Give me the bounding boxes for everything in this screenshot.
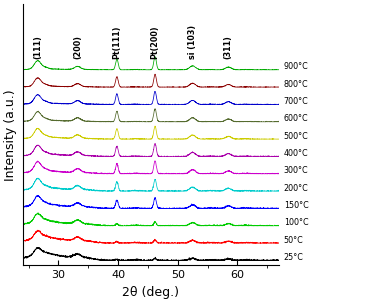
Text: 500°C: 500°C: [284, 132, 309, 141]
Text: 25°C: 25°C: [284, 253, 304, 262]
Text: 400°C: 400°C: [284, 149, 309, 158]
X-axis label: 2θ (deg.): 2θ (deg.): [122, 286, 180, 299]
Text: Pt(111): Pt(111): [113, 25, 122, 59]
Text: 700°C: 700°C: [284, 97, 309, 106]
Text: (311): (311): [224, 35, 233, 59]
Text: 600°C: 600°C: [284, 114, 309, 123]
Text: (111): (111): [33, 35, 42, 59]
Text: Pt(200): Pt(200): [151, 25, 160, 59]
Y-axis label: Intensity (a.u.): Intensity (a.u.): [4, 89, 17, 181]
Text: (200): (200): [73, 35, 82, 59]
Text: 200°C: 200°C: [284, 184, 309, 192]
Text: 100°C: 100°C: [284, 218, 309, 227]
Text: 300°C: 300°C: [284, 166, 309, 175]
Text: 50°C: 50°C: [284, 235, 303, 245]
Text: si (103): si (103): [188, 25, 197, 59]
Text: 900°C: 900°C: [284, 62, 309, 71]
Text: 150°C: 150°C: [284, 201, 309, 210]
Text: 800°C: 800°C: [284, 79, 309, 88]
